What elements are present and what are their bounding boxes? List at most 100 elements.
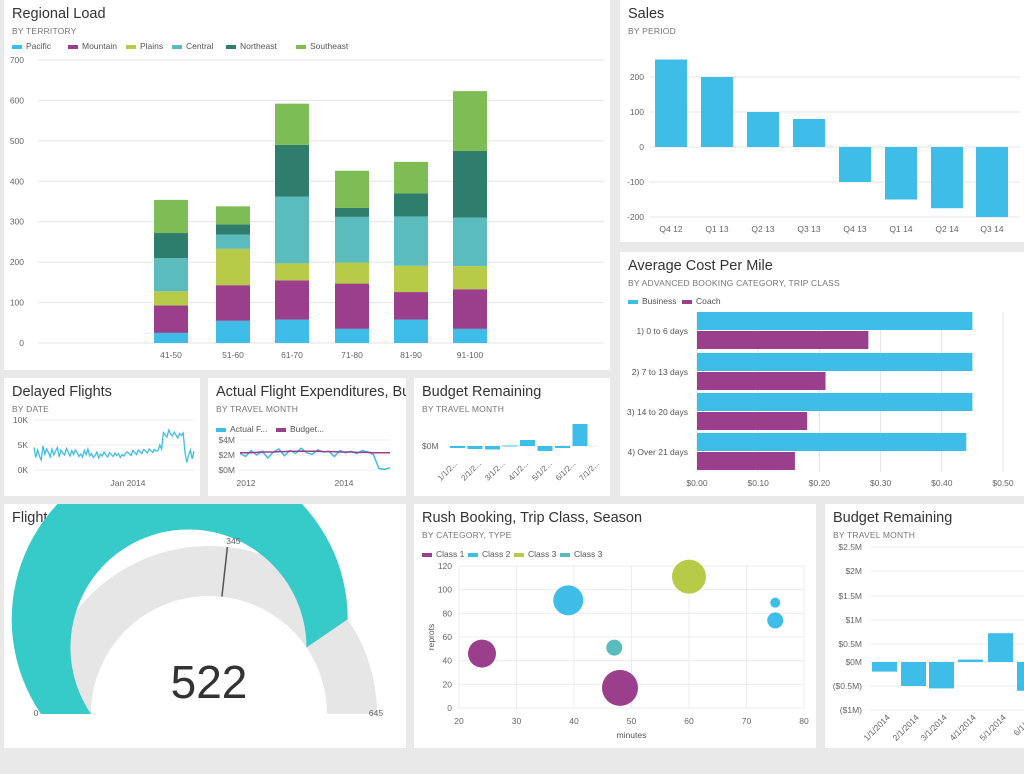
y-tick-label: 200 bbox=[630, 72, 644, 82]
legend-swatch bbox=[468, 552, 478, 557]
x-tick-label: Q4 13 bbox=[843, 224, 866, 234]
bar bbox=[572, 424, 588, 446]
y-tick-label: 200 bbox=[10, 257, 24, 267]
tile-subtitle: BY TRAVEL MONTH bbox=[833, 530, 916, 540]
legend-item[interactable]: Class 1 bbox=[422, 549, 464, 559]
tile-title: Sales bbox=[628, 6, 665, 22]
expenditures-tile[interactable]: Actual Flight Expenditures, Bu... BY TRA… bbox=[208, 378, 406, 496]
bubble bbox=[606, 639, 623, 656]
x-tick-label: 60 bbox=[684, 716, 694, 726]
bar bbox=[976, 147, 1008, 217]
legend-item[interactable]: Southeast bbox=[296, 41, 348, 51]
bar-segment bbox=[216, 320, 250, 343]
bar bbox=[872, 662, 897, 672]
x-tick-label: 2014 bbox=[335, 478, 354, 488]
bar-segment bbox=[394, 216, 428, 266]
bar-segment bbox=[154, 199, 188, 234]
tile-title: Delayed Flights bbox=[12, 384, 112, 400]
legend-item[interactable]: Class 3 bbox=[514, 549, 556, 559]
bar-coach bbox=[697, 331, 869, 349]
legend-item[interactable]: Class 3 bbox=[560, 549, 602, 559]
bar-coach bbox=[697, 412, 808, 430]
tile-title: Rush Booking, Trip Class, Season bbox=[422, 510, 643, 526]
x-tick-label: 2/1/2014 bbox=[890, 712, 921, 743]
bar bbox=[988, 633, 1013, 662]
x-tick-label: 3/1/2... bbox=[483, 459, 507, 483]
legend-label: Business bbox=[642, 296, 677, 306]
x-tick-label: 5/1/2014 bbox=[977, 712, 1008, 743]
legend-item[interactable]: Plains bbox=[126, 41, 163, 51]
x-tick-label: 70 bbox=[742, 716, 752, 726]
legend-swatch bbox=[628, 299, 638, 304]
legend-item[interactable]: Central bbox=[172, 41, 213, 51]
x-axis-label: minutes bbox=[617, 730, 647, 740]
x-tick-label: Q1 13 bbox=[705, 224, 728, 234]
gauge-max-label: 645 bbox=[369, 708, 383, 718]
y-tick-label: -200 bbox=[627, 212, 644, 222]
y-tick-label: $1.5M bbox=[838, 591, 862, 601]
legend-item[interactable]: Northeast bbox=[226, 41, 277, 51]
y-tick-label: 100 bbox=[438, 585, 452, 595]
delayed-flights-tile[interactable]: Delayed Flights BY DATE 10K 5K 0K Jan 2014 bbox=[4, 378, 200, 496]
tile-title: Actual Flight Expenditures, Bu... bbox=[216, 384, 406, 400]
rush-booking-tile[interactable]: Rush Booking, Trip Class, Season BY CATE… bbox=[414, 504, 816, 748]
legend-swatch bbox=[276, 427, 286, 432]
x-tick-label: $0.30 bbox=[870, 478, 892, 488]
bar-segment bbox=[216, 285, 250, 321]
x-tick-label: Q2 13 bbox=[751, 224, 774, 234]
y-tick-label: $4M bbox=[218, 435, 235, 445]
y-tick-label: $2M bbox=[218, 450, 235, 460]
legend-item[interactable]: Coach bbox=[682, 296, 721, 306]
legend-item[interactable]: Budget... bbox=[276, 424, 324, 434]
tile-subtitle: BY DATE bbox=[12, 404, 49, 414]
avg-cost-tile[interactable]: Average Cost Per Mile BY ADVANCED BOOKIN… bbox=[620, 252, 1024, 496]
tile-subtitle: BY PERIOD bbox=[628, 26, 676, 36]
sales-tile[interactable]: Sales BY PERIOD -200 -100 0 100 200 Q4 12 Q1 1… bbox=[620, 0, 1024, 242]
legend-item[interactable]: Pacific bbox=[12, 41, 51, 51]
y-tick-label: $2M bbox=[845, 566, 862, 576]
y-tick-label: $0M bbox=[845, 657, 862, 667]
bar bbox=[502, 445, 518, 447]
legend-swatch bbox=[682, 299, 692, 304]
y-tick-label: 600 bbox=[10, 95, 24, 105]
category-label: 2) 7 to 13 days bbox=[632, 367, 688, 377]
bar-business bbox=[697, 393, 973, 411]
y-tick-label: 80 bbox=[443, 608, 453, 618]
x-tick-label: 6/1/2... bbox=[1011, 712, 1024, 737]
flight-expense-gauge: 522 0 645 345 bbox=[11, 504, 383, 718]
legend-label: Pacific bbox=[26, 41, 52, 51]
legend-item[interactable]: Mountain bbox=[68, 41, 117, 51]
legend-label: Budget... bbox=[290, 424, 325, 434]
bar-business bbox=[697, 433, 967, 451]
legend-swatch bbox=[68, 44, 78, 49]
bar-segment bbox=[216, 234, 250, 249]
x-tick-label: 2012 bbox=[237, 478, 256, 488]
legend-item[interactable]: Actual F... bbox=[216, 424, 267, 434]
category-label: 3) 14 to 20 days bbox=[627, 407, 688, 417]
legend-swatch bbox=[514, 552, 524, 557]
bar-segment bbox=[275, 196, 309, 264]
budget-remaining-tile-1[interactable]: Budget Remaining BY TRAVEL MONTH $0M 1/1/… bbox=[414, 378, 610, 496]
bar-segment bbox=[216, 248, 250, 286]
legend-item[interactable]: Class 2 bbox=[468, 549, 510, 559]
budget-remaining-tile-2[interactable]: Budget Remaining BY TRAVEL MONTH $2.5M $2… bbox=[825, 504, 1024, 748]
delayed-flights-chart: 10K 5K 0K Jan 2014 bbox=[13, 415, 195, 488]
bubble bbox=[767, 612, 784, 629]
x-tick-label: $0.00 bbox=[686, 478, 708, 488]
x-tick-label: Q2 14 bbox=[935, 224, 958, 234]
legend-item[interactable]: Business bbox=[628, 296, 677, 306]
gauge-fill bbox=[11, 504, 348, 714]
x-tick-label: 20 bbox=[454, 716, 464, 726]
x-tick-label: 71-80 bbox=[341, 350, 363, 360]
bar-segment bbox=[335, 216, 369, 263]
bar-segment bbox=[154, 233, 188, 259]
category-label: 4) Over 21 days bbox=[628, 447, 688, 457]
regional-load-tile[interactable]: Regional Load BY TERRITORY Pacific Mounta… bbox=[4, 0, 610, 370]
bar-segment bbox=[275, 263, 309, 281]
x-tick-label: Q1 14 bbox=[889, 224, 912, 234]
y-tick-label: 0 bbox=[447, 703, 452, 713]
y-tick-label: $2.5M bbox=[838, 542, 862, 552]
x-tick-label: 50 bbox=[627, 716, 637, 726]
tile-subtitle: BY CATEGORY, TYPE bbox=[422, 530, 512, 540]
